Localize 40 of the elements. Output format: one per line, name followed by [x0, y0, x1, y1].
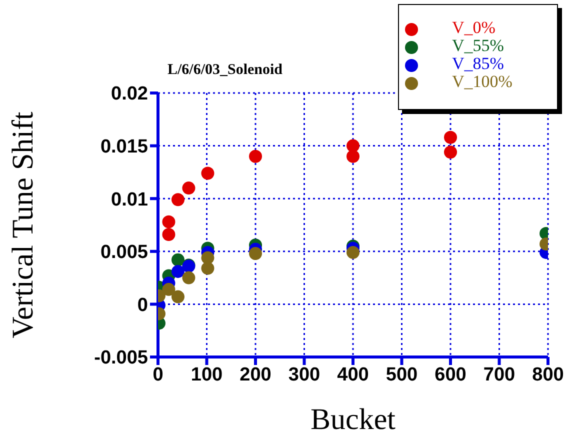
x-tick-label: 200	[240, 364, 272, 386]
y-tick-label: 0.015	[100, 136, 148, 158]
point	[162, 282, 176, 296]
x-tick-label: 100	[190, 364, 223, 386]
point	[162, 228, 176, 242]
point	[171, 264, 184, 278]
point	[444, 130, 457, 144]
legend-label: V_85%	[452, 54, 504, 73]
point	[171, 253, 184, 266]
y-tick-label: -0.005	[94, 348, 148, 369]
y-tick-label: 0.02	[111, 84, 148, 105]
y-tick-label: 0.01	[111, 189, 148, 210]
legend-label: V_100%	[452, 72, 512, 91]
x-axis-title: Bucket	[310, 403, 396, 436]
point	[249, 247, 262, 260]
point	[182, 271, 196, 284]
point	[444, 146, 457, 159]
x-tick-label: 0	[152, 364, 164, 386]
point	[346, 246, 360, 259]
x-tick-label: 700	[483, 364, 516, 386]
point	[162, 215, 176, 228]
x-tick-label: 600	[434, 364, 466, 386]
x-tick-label: 400	[337, 364, 369, 386]
point	[201, 251, 214, 264]
point	[201, 166, 214, 180]
y-tick-label: 0.005	[100, 242, 148, 264]
point	[346, 150, 360, 163]
point	[182, 182, 196, 195]
legend-label: V_0%	[452, 18, 496, 37]
y-axis-title: Vertical Tune Shift	[6, 111, 40, 338]
point	[201, 262, 214, 275]
x-tick-label: 500	[386, 364, 418, 386]
point	[249, 150, 262, 163]
y-tick-label: 0	[137, 294, 148, 316]
chart-title: L/6/6/03_Solenoid	[166, 62, 284, 79]
x-tick-label: 300	[288, 364, 320, 386]
point	[171, 193, 184, 206]
point	[171, 290, 184, 304]
legend-label: V_55%	[452, 36, 504, 55]
x-tick-label: 800	[532, 364, 564, 386]
